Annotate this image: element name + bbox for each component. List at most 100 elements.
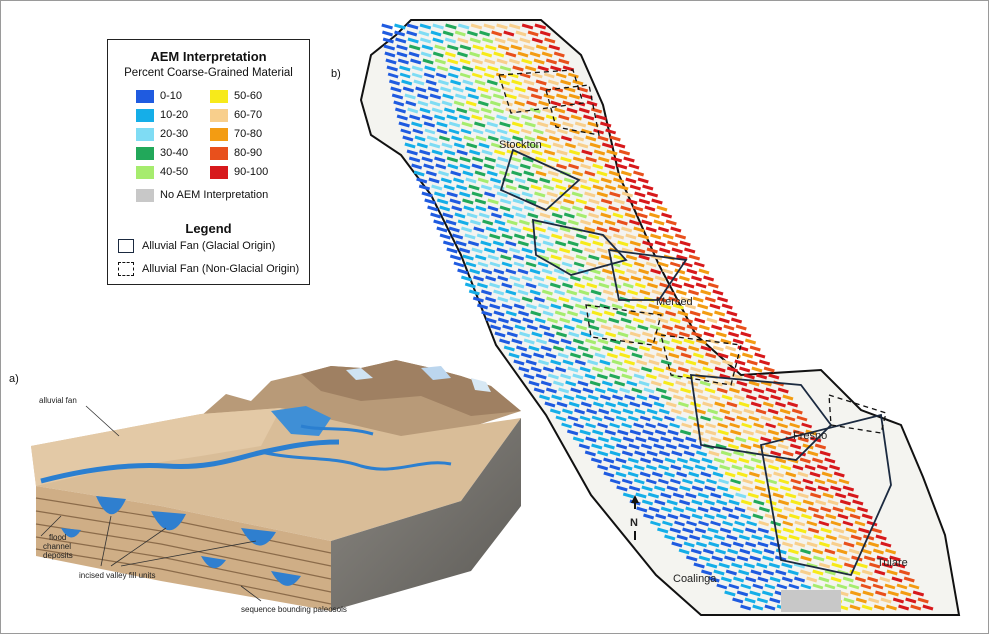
aem-line-segment bbox=[732, 527, 744, 534]
aem-line-segment bbox=[535, 156, 547, 163]
aem-line-segment bbox=[453, 100, 465, 107]
aem-line-segment bbox=[561, 261, 573, 268]
aem-line-segment bbox=[563, 233, 575, 240]
aem-line-segment bbox=[898, 604, 910, 611]
aem-line-segment bbox=[637, 324, 649, 331]
aem-line-segment bbox=[860, 548, 872, 555]
aem-line-segment bbox=[732, 338, 744, 345]
aem-line-segment bbox=[464, 282, 476, 289]
aem-line-segment bbox=[480, 184, 493, 191]
fan-outline bbox=[585, 304, 662, 346]
aem-line-segment bbox=[833, 471, 845, 478]
aem-line-segment bbox=[625, 254, 638, 261]
aem-line-segment bbox=[539, 86, 551, 93]
aem-line-segment bbox=[616, 163, 628, 170]
aem-line-segment bbox=[487, 135, 499, 142]
aem-line-segment bbox=[459, 163, 471, 170]
aem-line-segment bbox=[558, 247, 571, 254]
no-data-area bbox=[781, 590, 841, 612]
aem-line-segment bbox=[839, 499, 852, 506]
aem-line-segment bbox=[564, 86, 576, 93]
aem-line-segment bbox=[383, 44, 396, 51]
aem-line-segment bbox=[563, 198, 575, 205]
aem-line-segment bbox=[842, 576, 854, 583]
aem-line-segment bbox=[560, 135, 572, 142]
aem-line-segment bbox=[451, 233, 464, 240]
aem-line-segment bbox=[489, 86, 502, 93]
aem-line-segment bbox=[757, 541, 769, 548]
aem-line-segment bbox=[524, 121, 536, 128]
aem-line-segment bbox=[418, 184, 431, 191]
aem-line-segment bbox=[562, 303, 574, 310]
aem-line-segment bbox=[609, 450, 621, 457]
aem-line-segment bbox=[556, 401, 568, 408]
aem-line-segment bbox=[716, 499, 728, 506]
aem-line-segment bbox=[416, 177, 428, 184]
aem-line-segment bbox=[703, 499, 715, 506]
aem-line-segment bbox=[497, 156, 509, 163]
aem-line-segment bbox=[688, 345, 700, 352]
aem-line-segment bbox=[843, 541, 855, 548]
aem-line-segment bbox=[566, 429, 579, 436]
aem-line-segment bbox=[586, 100, 598, 107]
aem-line-segment bbox=[421, 156, 433, 163]
aem-line-segment bbox=[754, 478, 766, 485]
aem-line-segment bbox=[429, 93, 442, 100]
aem-line-segment bbox=[875, 590, 887, 597]
fan-outline bbox=[759, 413, 892, 577]
aem-line-segment bbox=[513, 233, 526, 240]
aem-line-segment bbox=[589, 142, 601, 149]
aem-line-segment bbox=[787, 569, 799, 576]
aem-line-segment bbox=[614, 345, 626, 352]
aem-line-segment bbox=[490, 212, 502, 219]
aem-line-segment bbox=[745, 394, 757, 401]
aem-line-segment bbox=[632, 205, 644, 212]
aem-line-segment bbox=[618, 149, 631, 156]
aem-line-segment bbox=[787, 401, 799, 408]
aem-line-segment bbox=[526, 100, 538, 107]
aem-line-segment bbox=[483, 114, 495, 121]
aem-line-segment bbox=[584, 191, 596, 198]
aem-line-segment bbox=[458, 247, 471, 254]
aem-line-segment bbox=[797, 471, 809, 478]
aem-line-segment bbox=[431, 149, 443, 156]
aem-line-segment bbox=[494, 331, 506, 338]
aem-line-segment bbox=[592, 240, 604, 247]
aem-line-segment bbox=[555, 72, 567, 79]
aem-line-segment bbox=[553, 268, 565, 275]
aem-line-segment bbox=[499, 198, 512, 205]
aem-line-segment bbox=[848, 583, 860, 590]
aem-line-segment bbox=[769, 597, 781, 604]
aem-line-segment bbox=[719, 527, 732, 534]
aem-line-segment bbox=[484, 58, 496, 65]
aem-line-segment bbox=[558, 387, 570, 394]
aem-line-segment bbox=[620, 205, 632, 212]
aem-line-segment bbox=[665, 310, 677, 317]
aem-line-segment bbox=[484, 156, 496, 163]
aem-line-segment bbox=[588, 324, 600, 331]
aem-line-segment bbox=[815, 499, 827, 506]
aem-line-segment bbox=[432, 37, 444, 44]
aem-line-segment bbox=[634, 191, 646, 198]
aem-line-segment bbox=[472, 44, 484, 51]
aem-line-segment bbox=[548, 44, 561, 51]
aem-line-segment bbox=[746, 520, 758, 527]
aem-line-segment bbox=[658, 464, 670, 471]
aem-line-segment bbox=[903, 576, 915, 583]
aem-line-segment bbox=[485, 275, 497, 282]
aem-line-segment bbox=[640, 366, 653, 373]
aem-line-segment bbox=[788, 534, 800, 541]
aem-line-segment bbox=[451, 135, 463, 142]
aem-line-segment bbox=[619, 387, 631, 394]
aem-line-segment bbox=[763, 548, 775, 555]
aem-line-segment bbox=[474, 65, 487, 72]
aem-line-segment bbox=[589, 380, 601, 387]
aem-line-segment bbox=[801, 513, 813, 520]
aem-line-segment bbox=[513, 303, 525, 310]
aem-line-segment bbox=[793, 562, 806, 569]
aem-line-segment bbox=[779, 408, 791, 415]
aem-line-segment bbox=[609, 373, 621, 380]
aem-line-segment bbox=[498, 79, 511, 86]
aem-line-segment bbox=[675, 345, 687, 352]
aem-line-segment bbox=[566, 289, 578, 296]
